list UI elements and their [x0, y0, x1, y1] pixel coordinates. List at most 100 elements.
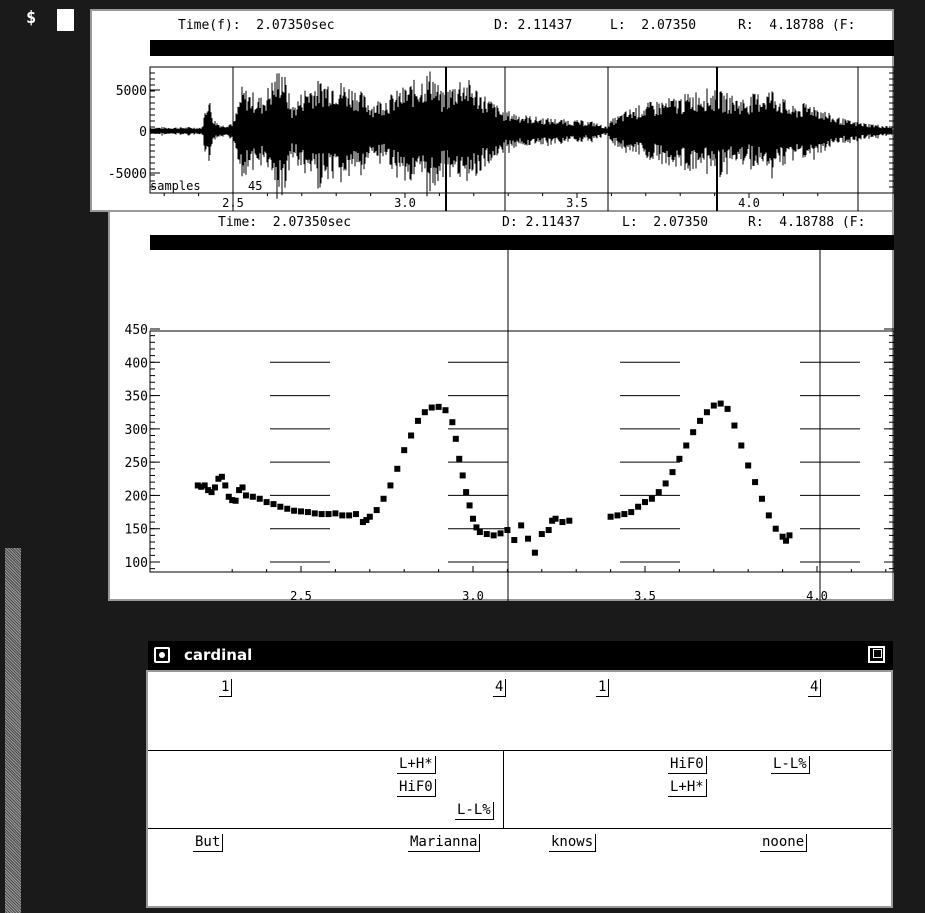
waveform-right-readout: R: 4.18788 (F:	[738, 18, 856, 33]
pitch-point	[676, 455, 683, 462]
waveform-window[interactable]: Time(f): 2.07350sec D: 2.11437 L: 2.0735…	[90, 9, 894, 212]
waveform-y-tick-label: 5000	[116, 84, 147, 99]
pitch-point	[318, 511, 325, 518]
pitch-point	[690, 429, 697, 436]
pitch-point	[263, 499, 270, 506]
pitch-plot[interactable]: 450 400 350 300 250 200 150 100 2.5 3.0 3.5 4.0	[110, 202, 894, 601]
pitch-frame	[149, 330, 894, 573]
pitch-point	[359, 519, 366, 526]
label-window-titlebar[interactable]: cardinal	[148, 641, 893, 670]
waveform-signal	[150, 71, 893, 199]
pitch-window[interactable]: Time: 2.07350sec D: 2.11437 L: 2.07350 R…	[108, 200, 894, 601]
waveform-x-tick-label: 3.0	[394, 196, 416, 210]
window-menu-icon[interactable]	[154, 647, 170, 663]
tone-mark[interactable]: L+H*	[397, 756, 436, 774]
break-index-mark[interactable]: 4	[808, 679, 822, 697]
pitch-point	[421, 409, 428, 416]
pitch-y-tick-label: 350	[125, 390, 148, 405]
pitch-point	[366, 513, 373, 520]
tone-mark[interactable]: L+H*	[668, 779, 707, 797]
waveform-frame	[149, 66, 894, 194]
pitch-point	[518, 522, 525, 529]
pitch-point	[339, 512, 346, 519]
shell-prompt: $	[26, 8, 37, 28]
pitch-point	[304, 509, 311, 516]
pitch-point	[765, 512, 772, 519]
pitch-point	[463, 489, 470, 496]
pitch-point	[277, 503, 284, 510]
pitch-point	[311, 510, 318, 517]
pitch-point	[724, 405, 731, 412]
pitch-point	[270, 501, 277, 508]
pitch-point	[459, 472, 466, 479]
pitch-point	[249, 493, 256, 500]
samples-value: 45	[248, 179, 263, 193]
pitch-point	[635, 503, 642, 510]
pitch-point	[662, 480, 669, 487]
pitch-point	[346, 512, 353, 519]
pitch-point	[758, 495, 765, 502]
pitch-x-tick-label: 4.0	[806, 589, 828, 601]
pitch-point	[452, 435, 459, 442]
break-index-mark[interactable]: 1	[596, 679, 610, 697]
label-window-body[interactable]: 1 4 1 4 L+H* HiF0 L-L% HiF0 L+H* L-L% Bu…	[146, 670, 893, 908]
pitch-point	[786, 532, 793, 539]
pitch-point	[525, 535, 532, 542]
terminal-cursor	[57, 9, 74, 31]
waveform-scrollbar[interactable]	[150, 40, 894, 56]
pitch-point	[511, 537, 518, 544]
pitch-point	[483, 531, 490, 538]
pitch-point	[387, 482, 394, 489]
pitch-point	[332, 510, 339, 517]
break-index-mark[interactable]: 1	[219, 679, 233, 697]
pitch-point	[435, 403, 442, 410]
maximize-icon[interactable]	[868, 646, 885, 663]
pitch-point	[442, 407, 449, 414]
pitch-point	[205, 487, 212, 494]
pitch-point	[466, 502, 473, 509]
waveform-duration-readout: D: 2.11437	[494, 18, 573, 33]
pitch-point	[473, 524, 480, 531]
word-mark[interactable]: knows	[549, 834, 597, 852]
pitch-point	[566, 517, 573, 524]
pitch-point	[236, 487, 243, 494]
pitch-point	[394, 465, 401, 472]
pitch-point	[363, 517, 370, 524]
word-mark[interactable]: Marianna	[408, 834, 481, 852]
word-mark[interactable]: But	[193, 834, 224, 852]
pitch-point	[710, 402, 717, 409]
pitch-point	[549, 517, 556, 524]
tone-mark[interactable]: L-L%	[455, 802, 494, 820]
pitch-point	[490, 532, 497, 539]
pitch-point	[772, 525, 779, 532]
cursor-line	[503, 750, 504, 828]
pitch-y-tick-label: 450	[125, 323, 148, 338]
word-mark[interactable]: noone	[760, 834, 808, 852]
pitch-point	[628, 509, 635, 516]
pitch-point	[531, 549, 538, 556]
pitch-y-tick-label: 100	[125, 556, 148, 571]
pitch-point	[717, 400, 724, 407]
pitch-left-readout: L: 2.07350	[622, 215, 709, 230]
pitch-point	[552, 515, 559, 522]
pitch-point	[642, 499, 648, 506]
pitch-y-tick-label: 150	[125, 523, 148, 538]
pitch-scrollbar[interactable]	[150, 235, 894, 250]
pitch-point	[215, 475, 222, 482]
pitch-point	[779, 533, 786, 540]
pitch-point	[497, 530, 504, 537]
pitch-right-readout: R: 4.18788 (F:	[748, 215, 866, 230]
pitch-point	[225, 493, 232, 500]
pitch-point	[538, 531, 545, 538]
pitch-point	[683, 442, 690, 449]
tone-mark[interactable]: HiF0	[397, 779, 436, 797]
pitch-point	[621, 511, 628, 518]
pitch-point	[239, 484, 246, 491]
tone-mark[interactable]: L-L%	[771, 756, 810, 774]
pitch-point	[401, 447, 408, 454]
pitch-point	[298, 508, 304, 515]
break-index-mark[interactable]: 4	[493, 679, 507, 697]
pitch-point	[559, 519, 566, 526]
tone-mark[interactable]: HiF0	[668, 756, 707, 774]
